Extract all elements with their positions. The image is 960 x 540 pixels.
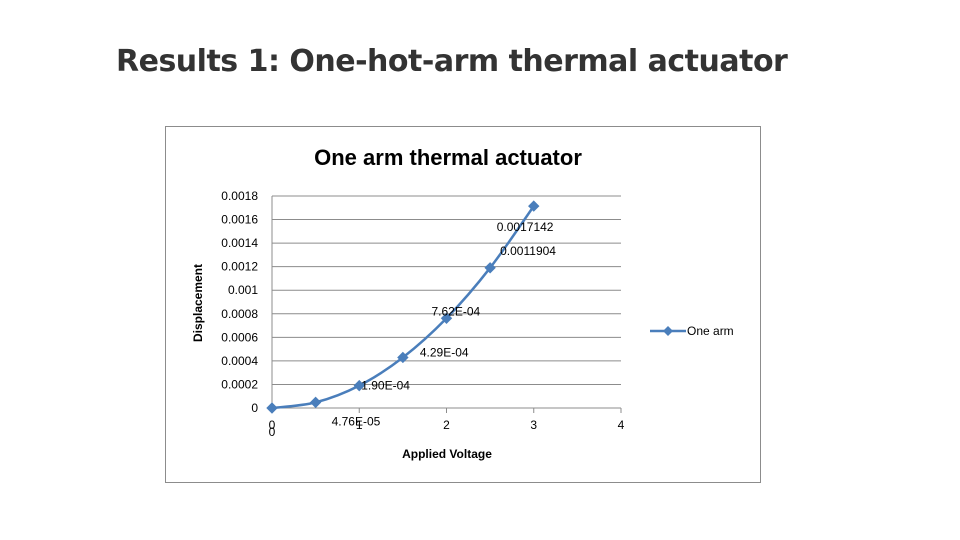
y-tick-label: 0.0016 — [221, 213, 258, 227]
y-tick-label: 0.0014 — [221, 236, 258, 250]
data-label: 0 — [269, 425, 276, 439]
slide-title: Results 1: One-hot-arm thermal actuator — [116, 44, 788, 79]
chart-frame: One arm thermal actuator 0 0.0002 0.0004 0.… — [165, 126, 761, 483]
x-tick-label: 3 — [530, 418, 537, 432]
data-point — [309, 396, 322, 409]
data-label: 1.90E-04 — [361, 379, 410, 393]
x-tick-label: 2 — [443, 418, 450, 432]
y-tick-label: 0 — [251, 401, 258, 415]
y-axis-title: Displacement — [191, 264, 205, 342]
legend: One arm — [650, 324, 734, 338]
legend-marker — [663, 326, 673, 336]
data-point — [397, 351, 409, 364]
data-label: 0.0011904 — [500, 244, 556, 258]
data-point — [266, 402, 278, 414]
data-label: 4.76E-05 — [332, 414, 381, 428]
y-tick-label: 0.0012 — [221, 260, 258, 274]
y-tick-label: 0.0006 — [221, 330, 258, 344]
chart-svg: One arm thermal actuator 0 0.0002 0.0004 0.… — [191, 145, 734, 461]
data-label: 7.62E-04 — [432, 304, 481, 318]
chart-title: One arm thermal actuator — [314, 145, 582, 170]
x-axis-title: Applied Voltage — [402, 447, 492, 461]
data-point — [353, 379, 365, 392]
y-tick-label: 0.001 — [228, 283, 258, 297]
y-tick-label: 0.0008 — [221, 307, 258, 321]
x-tick-label: 4 — [618, 418, 625, 432]
data-label: 0.0017142 — [497, 220, 554, 234]
data-point — [528, 200, 540, 212]
legend-label: One arm — [687, 324, 734, 338]
data-point — [484, 262, 496, 274]
y-tick-label: 0.0002 — [221, 377, 258, 391]
y-tick-label: 0.0018 — [221, 189, 258, 203]
tick-labels: 0 0.0002 0.0004 0.0006 0.0008 0.001 0.0012 0.00… — [221, 189, 624, 432]
x-tick-label: 1 — [356, 418, 363, 432]
series-plot — [266, 200, 540, 414]
data-point — [440, 312, 453, 324]
gridlines — [272, 195, 621, 385]
data-labels: 0 4.76E-05 1.90E-04 4.29E-04 7.62E-04 0.00119… — [269, 220, 557, 439]
data-label: 4.29E-04 — [420, 345, 469, 359]
x-tick-label: 0 — [269, 418, 276, 432]
y-tick-label: 0.0004 — [221, 354, 258, 368]
